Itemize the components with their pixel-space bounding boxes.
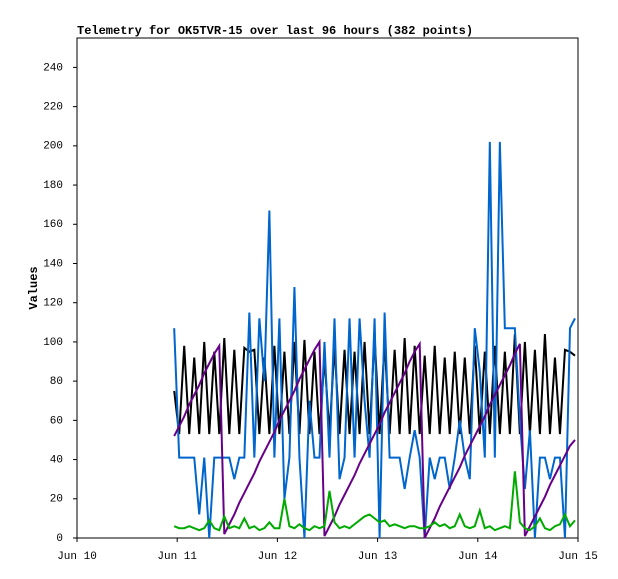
x-tick-label: Jun 11 xyxy=(157,551,197,563)
y-tick-label: 200 xyxy=(43,141,63,153)
x-tick-label: Jun 12 xyxy=(258,551,298,563)
y-tick-label: 240 xyxy=(43,62,63,74)
y-tick-label: 180 xyxy=(43,180,63,192)
y-tick-label: 220 xyxy=(43,102,63,114)
y-tick-label: 140 xyxy=(43,258,63,270)
x-tick-label: Jun 14 xyxy=(458,551,498,563)
plot-frame xyxy=(76,37,579,539)
y-tick-label: 60 xyxy=(50,415,63,427)
x-tick-label: Jun 15 xyxy=(558,551,598,563)
series-line xyxy=(173,338,576,539)
y-tick-label: 0 xyxy=(56,533,63,545)
y-tick-label: 80 xyxy=(50,376,63,388)
y-tick-label: 160 xyxy=(43,219,63,231)
y-tick-label: 40 xyxy=(50,454,63,466)
x-tick-label: Jun 13 xyxy=(358,551,398,563)
y-tick-label: 20 xyxy=(50,494,63,506)
series-line xyxy=(173,471,576,532)
chart-title: Telemetry for OK5TVR-15 over last 96 hou… xyxy=(77,24,473,38)
y-tick-label: 120 xyxy=(43,298,63,310)
series-line xyxy=(173,141,576,539)
x-tick-label: Jun 10 xyxy=(57,551,97,563)
y-tick-label: 100 xyxy=(43,337,63,349)
y-axis-label: Values xyxy=(27,266,41,309)
